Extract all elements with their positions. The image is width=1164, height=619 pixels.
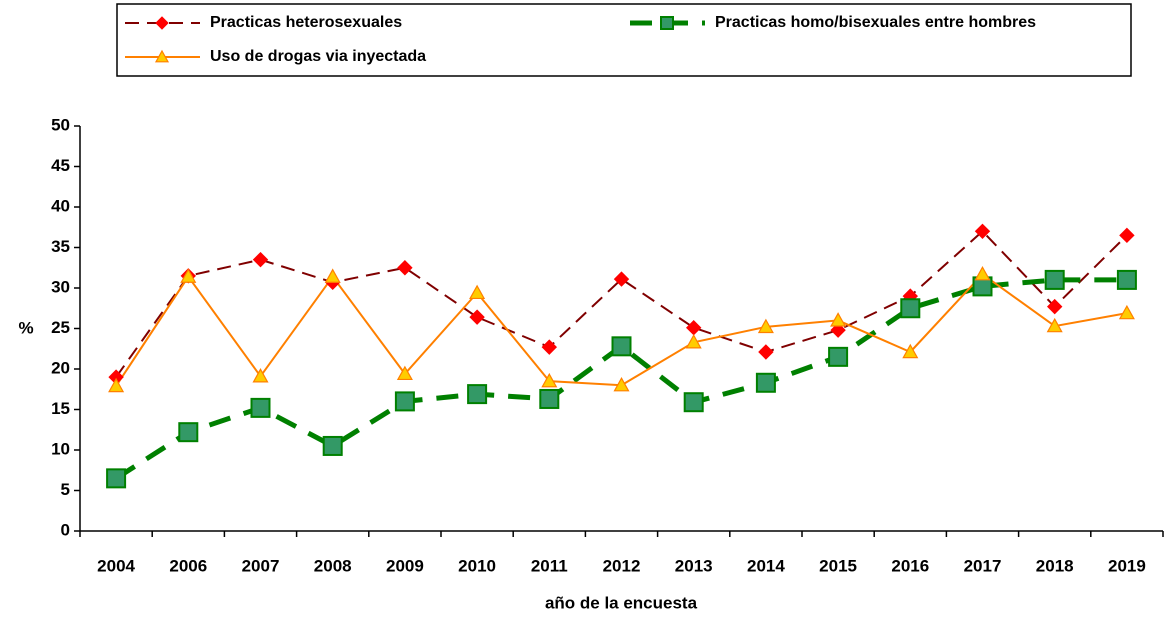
x-tick-label: 2013 bbox=[675, 556, 713, 575]
point bbox=[106, 468, 127, 489]
x-tick-label: 2008 bbox=[314, 556, 352, 575]
legend-box bbox=[116, 3, 1132, 77]
x-tick-label: 2016 bbox=[891, 556, 929, 575]
legend-marker bbox=[660, 16, 674, 30]
x-tick-label: 2011 bbox=[531, 556, 568, 575]
point bbox=[469, 309, 485, 325]
point bbox=[394, 391, 415, 412]
y-tick-label: 45 bbox=[51, 156, 70, 175]
series-line bbox=[114, 277, 1127, 481]
point bbox=[541, 339, 558, 355]
y-tick-label: 25 bbox=[51, 318, 70, 337]
point bbox=[755, 372, 776, 393]
y-tick-label: 15 bbox=[51, 399, 70, 418]
legend-label: Practicas homo/bisexuales entre hombres bbox=[715, 14, 1036, 31]
point bbox=[828, 346, 849, 367]
x-axis-label: año de la encuesta bbox=[545, 593, 698, 612]
point bbox=[252, 251, 269, 268]
point bbox=[397, 260, 413, 276]
y-tick-label: 20 bbox=[51, 358, 70, 377]
y-axis-label: % bbox=[18, 318, 33, 337]
legend-marker bbox=[155, 16, 169, 30]
y-tick-label: 35 bbox=[51, 237, 70, 256]
point bbox=[974, 223, 991, 240]
point bbox=[322, 435, 343, 456]
y-tick-label: 30 bbox=[51, 277, 70, 296]
legend-label: Practicas heterosexuales bbox=[210, 14, 402, 31]
point bbox=[178, 422, 199, 443]
legend-marker bbox=[154, 49, 170, 63]
y-tick-label: 40 bbox=[51, 196, 70, 215]
point bbox=[1119, 227, 1135, 244]
point bbox=[830, 322, 846, 338]
y-tick-label: 50 bbox=[51, 115, 70, 134]
legend-label: Uso de drogas via inyectada bbox=[210, 48, 426, 65]
point bbox=[252, 368, 269, 383]
point bbox=[611, 336, 632, 357]
point bbox=[902, 343, 919, 359]
point bbox=[324, 268, 341, 283]
point bbox=[469, 284, 486, 300]
point bbox=[180, 268, 197, 283]
point bbox=[1116, 269, 1137, 290]
point bbox=[396, 365, 413, 381]
point bbox=[541, 372, 558, 388]
x-tick-label: 2019 bbox=[1108, 556, 1146, 575]
point bbox=[467, 384, 488, 405]
x-tick-label: 2015 bbox=[819, 556, 857, 575]
point bbox=[539, 388, 560, 409]
x-tick-label: 2017 bbox=[964, 556, 1002, 575]
x-tick-label: 2010 bbox=[458, 556, 496, 575]
x-tick-label: 2018 bbox=[1036, 556, 1074, 575]
point bbox=[1118, 304, 1135, 320]
x-tick-label: 2014 bbox=[747, 556, 785, 575]
point bbox=[683, 392, 704, 413]
x-tick-label: 2007 bbox=[242, 556, 280, 575]
point bbox=[1046, 298, 1063, 315]
point bbox=[1044, 269, 1065, 290]
y-tick-label: 10 bbox=[51, 439, 70, 458]
point bbox=[758, 344, 774, 360]
series-line bbox=[115, 229, 1128, 378]
point bbox=[685, 334, 702, 349]
point bbox=[613, 376, 630, 392]
y-tick-label: 0 bbox=[61, 520, 70, 539]
point bbox=[757, 318, 774, 334]
y-tick-label: 5 bbox=[61, 480, 70, 499]
point bbox=[830, 312, 847, 327]
x-tick-label: 2004 bbox=[97, 556, 135, 575]
x-tick-label: 2006 bbox=[169, 556, 207, 575]
x-tick-label: 2009 bbox=[386, 556, 424, 575]
point bbox=[685, 319, 702, 336]
point bbox=[1046, 317, 1063, 333]
point bbox=[900, 298, 921, 319]
x-tick-label: 2012 bbox=[603, 556, 641, 575]
point bbox=[974, 265, 991, 281]
point bbox=[250, 397, 271, 418]
point bbox=[108, 377, 125, 393]
point bbox=[613, 271, 630, 287]
